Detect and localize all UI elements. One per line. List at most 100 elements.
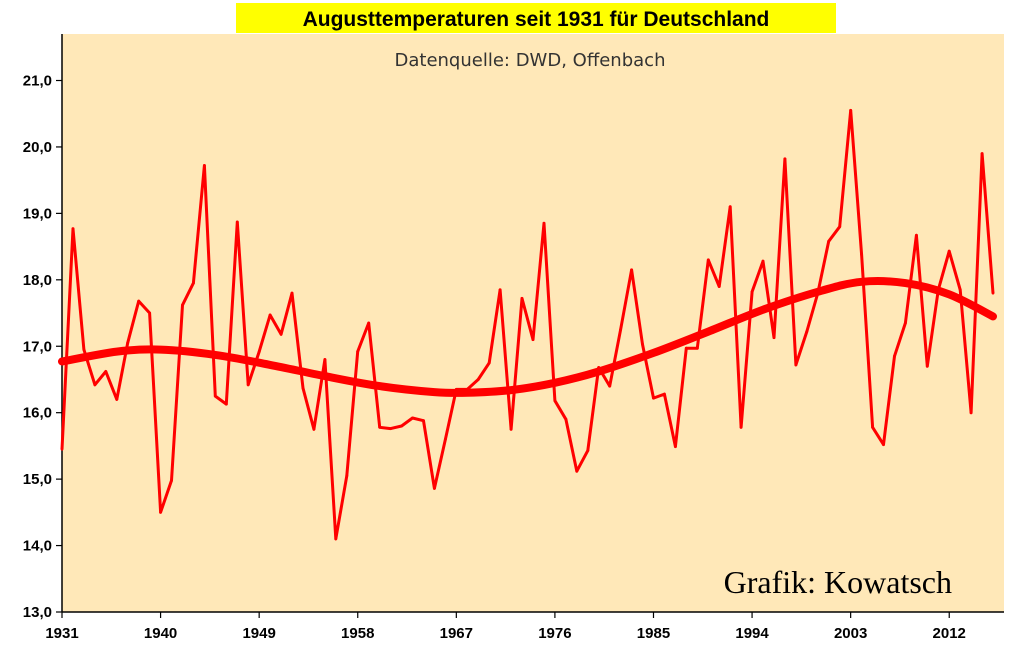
- data-point: [367, 321, 371, 325]
- data-point: [728, 205, 732, 209]
- data-point: [170, 479, 173, 482]
- x-tick-label: 1931: [45, 625, 78, 642]
- data-point: [137, 299, 141, 303]
- data-point: [148, 311, 152, 315]
- data-point: [203, 164, 206, 167]
- data-point: [925, 364, 929, 368]
- data-point: [356, 350, 360, 353]
- data-point: [301, 386, 305, 390]
- data-point: [476, 378, 480, 381]
- data-point: [980, 152, 984, 156]
- data-point: [904, 321, 907, 325]
- data-point: [312, 427, 316, 431]
- y-tick-label: 14,0: [23, 538, 52, 555]
- data-point: [750, 290, 754, 294]
- data-point: [553, 399, 557, 403]
- x-tick-label: 1940: [144, 625, 177, 642]
- data-point: [257, 350, 261, 353]
- data-point: [192, 281, 195, 285]
- data-point: [641, 342, 644, 346]
- data-point: [520, 297, 524, 300]
- data-point: [378, 425, 382, 429]
- data-point: [213, 394, 217, 398]
- data-point: [400, 424, 403, 428]
- data-point: [947, 249, 951, 253]
- data-point: [761, 259, 765, 263]
- x-tick-label: 2012: [933, 625, 966, 642]
- data-point: [542, 221, 546, 225]
- data-point: [619, 328, 622, 331]
- data-point: [323, 358, 327, 361]
- x-tick-label: 1976: [538, 625, 571, 642]
- data-point: [674, 445, 677, 448]
- x-tick-label: 1958: [341, 625, 374, 642]
- y-tick-label: 18,0: [23, 272, 52, 289]
- data-point: [663, 392, 666, 396]
- data-point: [82, 348, 86, 351]
- data-point: [772, 336, 776, 339]
- trend-curve: [58, 277, 997, 398]
- data-point: [739, 425, 743, 429]
- y-axis: 13,0 14,0 15,0 16,0 17,0 18,0 19,0 20,0 21,0: [23, 34, 63, 621]
- data-point: [958, 288, 962, 292]
- data-point: [181, 303, 184, 307]
- data-point: [115, 398, 119, 401]
- data-point: [444, 437, 447, 441]
- data-point: [531, 338, 535, 341]
- y-tick-label: 16,0: [23, 405, 52, 422]
- data-point: [695, 346, 699, 350]
- data-point: [893, 354, 896, 358]
- data-point: [969, 411, 973, 415]
- data-point: [487, 361, 491, 365]
- data-point: [794, 363, 798, 367]
- data-point: [586, 449, 590, 452]
- data-point: [498, 288, 502, 292]
- data-point: [827, 239, 831, 243]
- data-point: [345, 474, 349, 478]
- x-tick-label: 1985: [637, 625, 670, 642]
- data-point: [915, 233, 918, 237]
- data-point: [235, 220, 239, 224]
- data-point: [433, 487, 436, 490]
- chart-title: Augusttemperaturen seit 1931 für Deutsch…: [303, 8, 770, 31]
- data-point: [608, 384, 612, 388]
- x-tick-label: 2003: [834, 625, 867, 642]
- data-point: [717, 285, 721, 288]
- x-axis: 1931 1940 1949 1958 1967 1976 1985 1994 2003 2012: [45, 611, 1004, 642]
- data-point: [630, 268, 633, 272]
- data-point: [279, 332, 283, 336]
- data-point: [290, 291, 294, 295]
- data-point: [126, 341, 130, 345]
- data-point: [334, 537, 338, 541]
- data-point: [684, 346, 688, 350]
- x-tick-label: 1967: [440, 625, 473, 642]
- data-point: [104, 370, 108, 373]
- data-point: [838, 225, 842, 229]
- data-point: [849, 109, 853, 112]
- data-point: [871, 425, 874, 429]
- data-point: [93, 383, 97, 387]
- data-point: [805, 330, 809, 333]
- data-point: [60, 447, 64, 451]
- y-tick-label: 15,0: [23, 471, 52, 488]
- chart-subtitle: Datenquelle: DWD, Offenbach: [395, 50, 666, 71]
- y-tick-label: 13,0: [23, 604, 52, 621]
- data-point: [706, 258, 710, 262]
- data-point: [246, 383, 250, 387]
- data-point: [159, 510, 163, 514]
- data-point: [389, 427, 392, 430]
- x-tick-label: 1949: [242, 625, 275, 642]
- y-tick-label: 21,0: [23, 73, 52, 90]
- y-tick-label: 19,0: [23, 205, 52, 222]
- graphic-credit: Grafik: Kowatsch: [724, 564, 952, 600]
- x-tick-label: 1994: [735, 625, 769, 642]
- data-point: [783, 157, 787, 161]
- data-point: [652, 396, 655, 400]
- data-point: [575, 469, 579, 473]
- data-point: [411, 416, 414, 420]
- y-tick-label: 20,0: [23, 139, 52, 156]
- data-point: [882, 443, 885, 446]
- title-highlight: [236, 3, 836, 33]
- data-point: [268, 313, 272, 317]
